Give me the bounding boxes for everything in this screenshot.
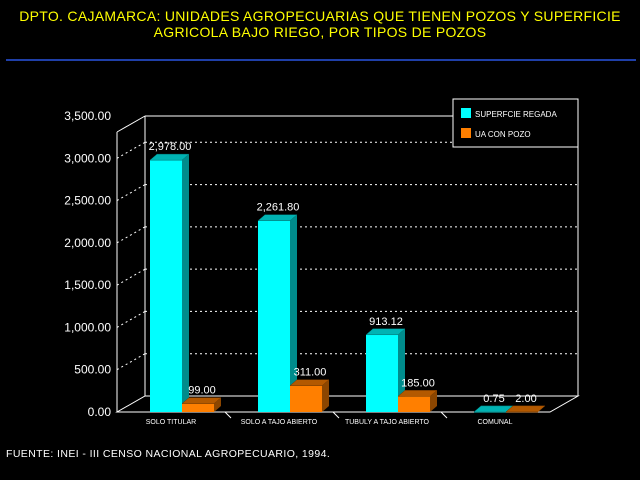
gridline-side xyxy=(116,184,146,202)
title-divider xyxy=(6,59,636,61)
chart-title-line1: DPTO. CAJAMARCA: UNIDADES AGROPECUARIAS … xyxy=(19,8,621,24)
bar xyxy=(150,160,182,412)
data-label: 185.00 xyxy=(401,377,435,389)
source-note: FUENTE: INEI - III CENSO NACIONAL AGROPE… xyxy=(6,448,331,460)
gridline-side xyxy=(116,141,146,159)
data-label: 311.00 xyxy=(294,367,327,379)
bar xyxy=(290,385,322,412)
x-tick xyxy=(332,411,340,419)
bar-side xyxy=(322,379,329,412)
data-label: 913.12 xyxy=(369,316,403,328)
y-tick-label: 3,500.00 xyxy=(64,109,111,123)
data-label: 99.00 xyxy=(188,385,216,397)
data-label: 2.00 xyxy=(515,393,536,405)
bar-side xyxy=(290,214,297,412)
gridline-side xyxy=(116,310,146,328)
chart-side-top-edge xyxy=(116,115,146,133)
bar-side xyxy=(214,397,221,412)
y-tick-label: 1,000.00 xyxy=(64,320,111,334)
legend-swatch xyxy=(461,128,471,138)
y-tick-label: 1,500.00 xyxy=(64,278,111,292)
legend-swatch xyxy=(461,108,471,118)
x-tick-label: SOLO TITULAR xyxy=(146,419,196,426)
x-tick-label: TUBULY A TAJO ABIERTO xyxy=(345,419,430,426)
x-tick xyxy=(224,411,232,419)
gridline-side xyxy=(116,268,146,286)
bar xyxy=(182,403,214,412)
bar xyxy=(398,396,430,412)
x-tick xyxy=(440,411,448,419)
bar-side xyxy=(182,154,189,412)
chart-title: DPTO. CAJAMARCA: UNIDADES AGROPECUARIAS … xyxy=(0,8,640,40)
legend-box xyxy=(452,98,579,148)
data-label: 0.75 xyxy=(483,393,504,405)
y-tick-label: 2,500.00 xyxy=(64,194,111,208)
y-tick-label: 500.00 xyxy=(74,363,111,377)
chart-title-line2: AGRICOLA BAJO RIEGO, POR TIPOS DE POZOS xyxy=(153,24,487,40)
bar-side xyxy=(430,390,437,412)
y-tick-label: 3,000.00 xyxy=(64,151,111,165)
x-tick-label: COMUNAL xyxy=(477,419,512,426)
legend-label: SUPERFCIE REGADA xyxy=(475,110,557,119)
bar xyxy=(366,334,398,412)
y-tick-label: 0.00 xyxy=(88,405,112,419)
y-tick-label: 2,000.00 xyxy=(64,236,111,250)
bar-side xyxy=(538,405,545,412)
legend-label: UA CON POZO xyxy=(475,130,531,139)
gridline-side xyxy=(116,353,146,371)
data-label: 2,978.00 xyxy=(149,141,192,153)
x-tick-label: SOLO A TAJO ABIERTO xyxy=(241,419,318,426)
data-label: 2,261.80 xyxy=(257,202,300,214)
gridline-side xyxy=(116,226,146,244)
bar xyxy=(258,220,290,412)
bar-side xyxy=(398,328,405,412)
